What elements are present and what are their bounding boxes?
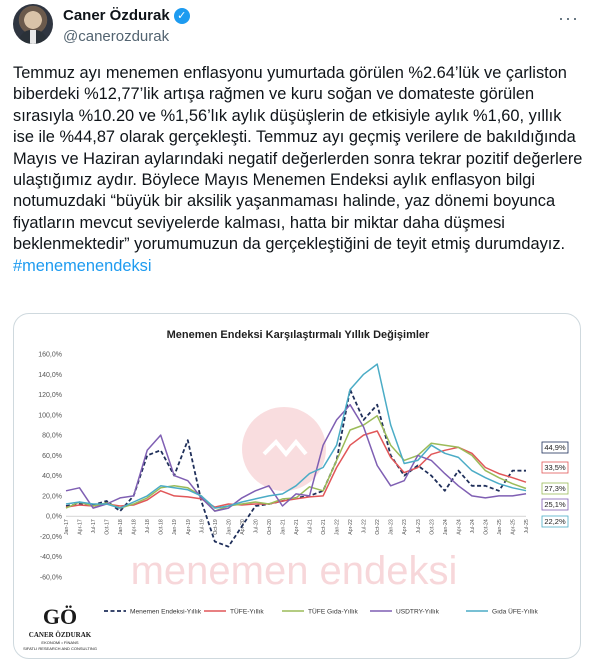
x-tick-label: Apr-17	[78, 519, 84, 535]
series-line	[65, 415, 527, 512]
x-tick-label: Oct-24	[483, 519, 489, 535]
more-options-icon[interactable]: ···	[558, 8, 579, 28]
legend-label: Gıda ÜFE-Yıllık	[492, 608, 539, 616]
x-tick-label: Jul-20	[253, 519, 259, 533]
y-tick-label: 40,0%	[42, 473, 62, 480]
y-tick-label: 160,0%	[38, 352, 62, 359]
x-tick-label: Jul-22	[362, 519, 368, 533]
end-label-box	[541, 482, 569, 495]
x-tick-label: Jan-20	[226, 519, 232, 535]
x-tick-label: Jan-25	[497, 519, 503, 535]
x-tick-label: Jul-24	[470, 519, 476, 533]
x-tick-label: Apr-25	[510, 519, 516, 535]
x-tick-label: Oct-17	[105, 519, 111, 535]
x-tick-label: Jan-18	[118, 519, 124, 535]
end-label: 33,5%	[541, 461, 569, 474]
avatar-shirt-shape	[30, 30, 36, 44]
logo-sub: EKONOMİ • FİNANS	[41, 640, 79, 645]
avatar[interactable]	[13, 4, 53, 44]
x-tick-label: Apr-20	[240, 519, 246, 535]
author-display-name[interactable]: Caner Özdurak	[63, 7, 170, 24]
y-tick-label: 20,0%	[42, 493, 62, 500]
logo-name: CANER ÖZDURAK	[29, 631, 92, 639]
x-tick-label: Apr-19	[186, 519, 192, 535]
chart-axes: 160,0% 140,0% 120,0% 100,0% 80,0% 60,0% 40,0% 2…	[38, 352, 530, 582]
end-label: 44,9%	[541, 441, 569, 454]
chart-end-labels: 44,9% 33,5% 27,3% 25,1% 22,2%	[541, 441, 569, 528]
legend-label: TÜFE Gıda-Yıllık	[308, 608, 359, 616]
x-tick-label: Apr-23	[402, 519, 408, 535]
end-label-text: 22,2%	[544, 517, 566, 526]
series-line	[65, 430, 527, 508]
x-tick-label: Jan-22	[335, 519, 341, 535]
legend-label: USDTRY-Yıllık	[396, 609, 440, 616]
x-tick-label: Oct-20	[267, 519, 273, 535]
logo-sub2: SIFATLI RESEARCH AND CONSULTING	[23, 646, 97, 651]
legend-label: TÜFE-Yıllık	[230, 608, 264, 616]
end-label: 27,3%	[541, 482, 569, 495]
tweet-body: Temmuz ayı menemen enflasyonu yumurtada …	[13, 64, 587, 254]
tweet-media-chart[interactable]: Menemen Endeksi Karşılaştırmalı Yıllık D…	[13, 313, 581, 659]
verified-badge-icon: ✓	[173, 7, 190, 24]
x-tick-label: Jan-21	[280, 519, 286, 535]
watermark-zigzag	[262, 438, 308, 458]
y-tick-label: -20,0%	[40, 534, 62, 541]
x-tick-label: Apr-22	[348, 519, 354, 535]
x-tick-label: Jul-25	[524, 519, 530, 533]
y-tick-label: 80,0%	[42, 433, 62, 440]
end-label-box	[541, 498, 569, 511]
chart-legend: Menemen Endeksi-Yıllık TÜFE-Yıllık TÜFE Gı…	[104, 608, 539, 616]
y-tick-label: 0,0%	[46, 514, 62, 521]
tweet-text: Temmuz ayı menemen enflasyonu yumurtada …	[13, 63, 583, 277]
x-tick-label: Jul-21	[308, 519, 314, 533]
x-tick-label: Apr-21	[294, 519, 300, 535]
legend-label: Menemen Endeksi-Yıllık	[130, 609, 202, 616]
chart-title: Menemen Endeksi Karşılaştırmalı Yıllık D…	[167, 329, 430, 341]
author-handle[interactable]: @canerozdurak	[63, 28, 170, 45]
x-tick-label: Apr-24	[456, 519, 462, 535]
y-tick-label: -60,0%	[40, 575, 62, 582]
x-tick-label: Oct-23	[429, 519, 435, 535]
end-label-box	[541, 461, 569, 474]
hashtag-link[interactable]: #menemenendeksi	[13, 256, 152, 275]
logo-monogram: GÖ	[43, 604, 77, 629]
watermark-text: menemen endeksi	[131, 549, 458, 593]
x-tick-label: Apr-18	[132, 519, 138, 535]
x-tick-label: Jan-17	[64, 519, 70, 535]
x-tick-label: Jul-19	[199, 519, 205, 533]
end-label-text: 44,9%	[544, 443, 566, 452]
series-line	[65, 363, 527, 509]
x-tick-label: Oct-21	[321, 519, 327, 535]
chart-svg: Menemen Endeksi Karşılaştırmalı Yıllık D…	[23, 329, 569, 651]
y-tick-label: 120,0%	[38, 392, 62, 399]
end-label-text: 25,1%	[544, 500, 566, 509]
chart-series	[65, 363, 527, 548]
x-tick-label: Oct-19	[213, 519, 219, 535]
y-tick-label: 140,0%	[38, 372, 62, 379]
x-tick-label: Oct-22	[375, 519, 381, 535]
series-line	[65, 403, 527, 512]
y-tick-label: 100,0%	[38, 412, 62, 419]
x-tick-label: Jul-18	[145, 519, 151, 533]
end-label-box	[541, 515, 569, 528]
chart-watermark: menemen endeksi	[131, 407, 458, 593]
x-tick-label: Oct-18	[159, 519, 165, 535]
end-label: 22,2%	[541, 515, 569, 528]
x-tick-label: Jul-17	[91, 519, 97, 533]
end-label-text: 27,3%	[544, 484, 566, 493]
x-tick-label: Jan-24	[443, 519, 449, 535]
caner-ozdurak-logo: GÖ CANER ÖZDURAK EKONOMİ • FİNANS SIFATL…	[23, 604, 97, 651]
x-tick-label: Jan-19	[172, 519, 178, 535]
x-tick-label: Jan-23	[389, 519, 395, 535]
end-label-box	[541, 441, 569, 454]
end-label-text: 33,5%	[544, 463, 566, 472]
y-tick-label: -40,0%	[40, 554, 62, 561]
y-tick-label: 60,0%	[42, 453, 62, 460]
author-name-row: Caner Özdurak ✓	[63, 7, 190, 24]
x-tick-label: Jul-23	[416, 519, 422, 533]
end-label: 25,1%	[541, 498, 569, 511]
